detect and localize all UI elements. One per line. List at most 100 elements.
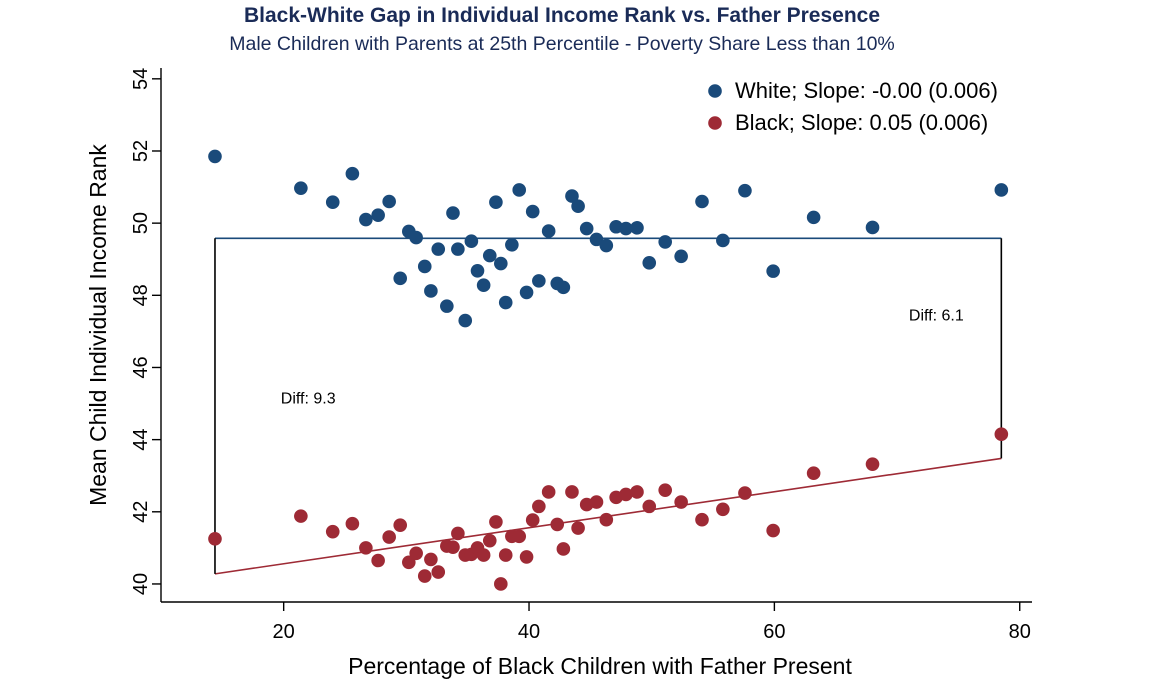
black-point-10 (417, 569, 432, 583)
white-point-9 (409, 230, 423, 245)
x-tick-label-20: 20 (273, 621, 295, 643)
x-tick-label-80: 80 (1009, 621, 1031, 643)
white-point-49 (994, 183, 1009, 197)
white-point-15 (451, 242, 465, 256)
black-point-27 (525, 513, 540, 527)
white-point-2 (325, 195, 340, 210)
black-point-22 (494, 577, 508, 591)
black-point-43 (695, 512, 709, 527)
white-point-44 (716, 233, 730, 248)
black-point-46 (766, 523, 780, 538)
white-point-39 (630, 221, 644, 235)
black-point-33 (571, 521, 585, 535)
gap-label-2: Diff: 6.1 (909, 308, 964, 325)
white-point-12 (431, 242, 446, 256)
black-point-30 (550, 517, 565, 532)
y-tick-label-50: 50 (130, 212, 152, 234)
y-tick-label-44: 44 (130, 429, 152, 451)
white-point-33 (571, 199, 585, 213)
black-point-6 (382, 530, 396, 544)
white-point-17 (464, 234, 479, 248)
black-point-45 (738, 486, 752, 500)
data-points (208, 149, 1009, 591)
y-axis-title: Mean Child Individual Income Rank (85, 144, 111, 506)
black-point-40 (642, 499, 657, 514)
gap-label-1: Diff: 9.3 (281, 391, 336, 408)
white-point-11 (424, 284, 438, 298)
white-point-5 (371, 208, 385, 223)
white-point-42 (674, 249, 688, 264)
black-point-2 (325, 524, 340, 539)
white-point-31 (556, 280, 571, 295)
white-point-3 (345, 166, 360, 181)
white-point-22 (494, 256, 508, 271)
white-point-35 (589, 232, 604, 247)
black-point-14 (446, 540, 460, 554)
white-point-27 (525, 204, 540, 219)
black-point-42 (674, 495, 688, 509)
black-point-19 (476, 548, 491, 562)
chart-title: Black-White Gap in Individual Income Ran… (243, 4, 881, 27)
black-point-5 (371, 553, 385, 568)
y-tick-label-40: 40 (130, 573, 152, 595)
white-point-45 (738, 183, 752, 198)
black-point-31 (556, 542, 571, 556)
black-point-21 (489, 515, 503, 529)
black-point-41 (658, 483, 672, 497)
black-point-48 (865, 457, 880, 471)
white-point-23 (498, 295, 513, 310)
white-point-1 (294, 181, 308, 195)
white-point-40 (642, 256, 657, 270)
legend-label-black: Black; Slope: 0.05 (0.006) (735, 110, 988, 135)
white-point-32 (565, 189, 579, 203)
black-point-4 (359, 541, 373, 555)
black-point-47 (806, 466, 821, 480)
white-point-25 (512, 183, 527, 197)
black-point-7 (393, 518, 408, 532)
legend: White; Slope: -0.00 (0.006) Black; Slope:… (708, 78, 998, 135)
y-tick-label-52: 52 (130, 140, 152, 162)
y-tick-label-54: 54 (130, 68, 152, 90)
annotations: Diff: 9.3 Diff: 6.1 (281, 308, 964, 408)
white-point-16 (458, 313, 473, 328)
white-point-4 (359, 212, 373, 227)
black-point-8 (402, 555, 416, 570)
y-tick-label-42: 42 (130, 501, 152, 523)
black-point-20 (482, 533, 497, 548)
white-point-26 (519, 285, 534, 300)
white-point-18 (470, 263, 485, 278)
x-tick-label-40: 40 (518, 621, 540, 643)
black-point-28 (532, 499, 546, 514)
x-tick-label-60: 60 (763, 621, 785, 643)
legend-marker-white (708, 84, 722, 98)
chart-subtitle: Male Children with Parents at 25th Perce… (229, 33, 895, 55)
white-point-10 (417, 259, 432, 274)
legend-marker-black (708, 116, 722, 130)
white-point-6 (382, 194, 396, 209)
white-point-14 (446, 206, 460, 220)
white-point-19 (476, 278, 491, 293)
black-point-23 (498, 548, 513, 562)
black-point-44 (716, 502, 730, 517)
white-point-47 (806, 210, 821, 225)
black-point-0 (208, 532, 222, 546)
black-point-1 (294, 509, 308, 523)
white-point-48 (865, 220, 880, 235)
black-point-38 (619, 487, 633, 502)
black-point-25 (512, 529, 527, 544)
white-point-13 (440, 299, 454, 313)
y-tick-label-48: 48 (130, 284, 152, 306)
black-point-9 (409, 546, 423, 561)
white-point-28 (532, 274, 546, 288)
white-point-0 (208, 149, 222, 164)
white-point-7 (393, 271, 408, 286)
white-point-20 (482, 248, 497, 263)
black-point-29 (541, 485, 556, 499)
white-point-36 (599, 238, 614, 253)
black-point-49 (994, 427, 1009, 442)
black-point-35 (589, 495, 604, 509)
black-point-11 (424, 552, 438, 567)
black-point-15 (451, 526, 465, 541)
legend-label-white: White; Slope: -0.00 (0.006) (735, 78, 998, 103)
